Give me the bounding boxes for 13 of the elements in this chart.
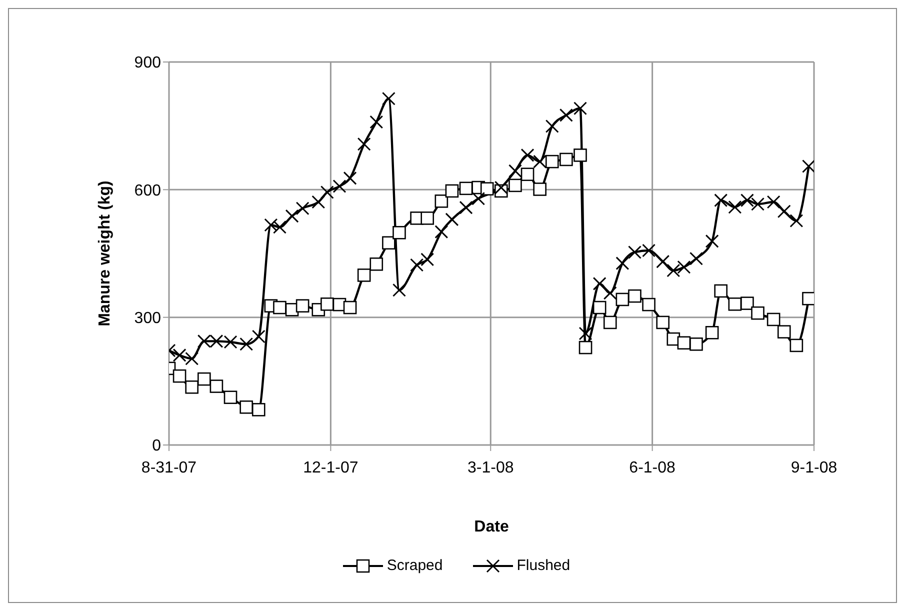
y-tick-label: 300 xyxy=(134,310,162,328)
y-tick-label: 600 xyxy=(134,182,162,200)
legend-label: Flushed xyxy=(516,557,570,574)
y-axis-title: Manure weight (kg) xyxy=(96,180,114,326)
x-tick-label: 3-1-08 xyxy=(467,459,514,476)
legend-label: Scraped xyxy=(386,557,443,574)
x-axis-title: Date xyxy=(474,518,509,536)
x-tick-label: 6-1-08 xyxy=(629,459,676,476)
x-tick-label: 8-31-07 xyxy=(141,459,197,476)
x-tick-label: 9-1-08 xyxy=(790,459,838,476)
y-tick-label: 900 xyxy=(134,54,162,72)
x-tick-label: 12-1-07 xyxy=(303,459,358,476)
y-tick-label: 0 xyxy=(152,438,162,455)
